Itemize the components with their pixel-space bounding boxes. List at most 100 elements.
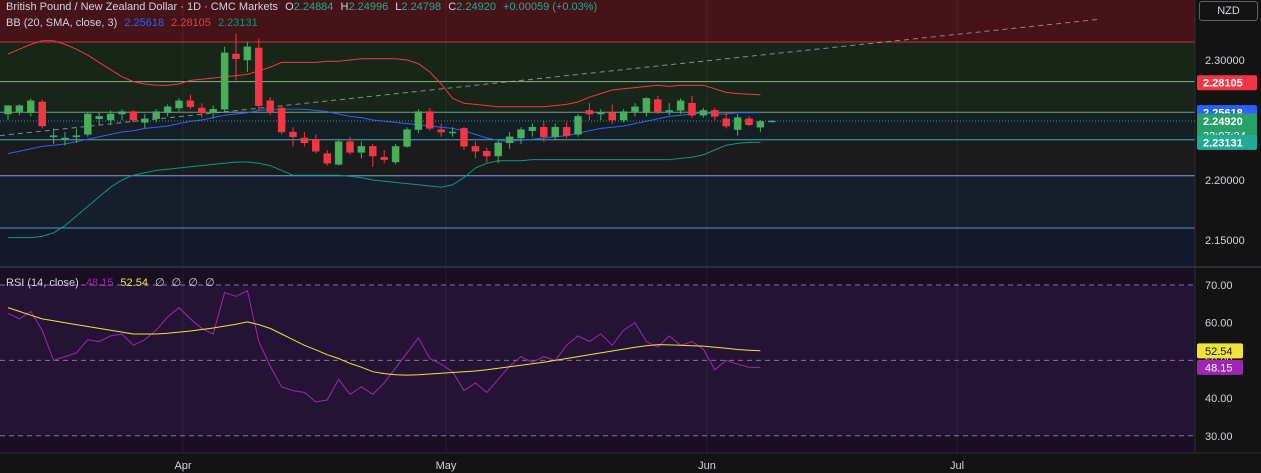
price-axis-tick-label: 2.15000 bbox=[1205, 235, 1245, 247]
close-label: C bbox=[448, 1, 457, 13]
candle-body bbox=[699, 110, 708, 116]
low-label: L bbox=[395, 1, 402, 13]
candle-body bbox=[403, 129, 411, 147]
bb-label: BB (20, SMA, close, 3) bbox=[6, 17, 118, 29]
rsi-tag-label: 52.54 bbox=[1205, 346, 1233, 358]
close-value: 2.24920 bbox=[456, 1, 496, 13]
bb-basis-value: 2.25618 bbox=[124, 17, 165, 29]
candle-body bbox=[163, 106, 172, 114]
candle-body bbox=[676, 100, 685, 111]
candle-body bbox=[688, 102, 696, 116]
candle-body bbox=[27, 100, 35, 114]
bb-legend: BB (20, SMA, close, 3) 2.25618 2.28105 2… bbox=[6, 17, 262, 29]
ohlc-low: L2.24798 bbox=[395, 1, 441, 13]
candle-body bbox=[551, 126, 559, 138]
candle-body bbox=[391, 146, 400, 163]
price-tag-label: 2.28105 bbox=[1203, 78, 1243, 90]
candle-body bbox=[494, 142, 502, 157]
candle-body bbox=[665, 110, 673, 112]
high-value: 2.24996 bbox=[348, 1, 389, 13]
price-tag-label: 2.24920 bbox=[1203, 116, 1243, 128]
candle-body bbox=[414, 111, 423, 130]
rsi-line bbox=[7, 289, 761, 403]
symbol-title: British Pound / New Zealand Dollar · 1D … bbox=[6, 1, 279, 13]
candle-body bbox=[346, 141, 354, 153]
candle-body bbox=[745, 118, 753, 126]
rsi-tag-label: 48.15 bbox=[1205, 362, 1233, 374]
rsi-extra-2: ∅ bbox=[171, 277, 182, 289]
currency-button[interactable]: NZD bbox=[1199, 1, 1258, 21]
candle-body bbox=[198, 107, 206, 114]
rsi-ma-value: 52.54 bbox=[120, 277, 148, 289]
ohlc-open: O2.24884 bbox=[285, 1, 333, 13]
candle-body bbox=[186, 100, 195, 108]
candle-body bbox=[471, 146, 480, 152]
candle-body bbox=[141, 118, 149, 123]
candle-body bbox=[84, 113, 92, 135]
candle-body bbox=[574, 116, 582, 135]
candle-body bbox=[540, 126, 548, 138]
candle-body bbox=[152, 111, 160, 120]
candle-body bbox=[654, 99, 662, 112]
price-axis-tick-label: 2.20000 bbox=[1205, 175, 1245, 187]
rsi-axis-tick-label: 30.00 bbox=[1205, 431, 1233, 443]
rsi-label: RSI (14, close) bbox=[6, 277, 79, 289]
level-zone bbox=[0, 81, 1195, 113]
candle-body bbox=[460, 128, 468, 147]
open-value: 2.24884 bbox=[293, 1, 334, 13]
level-zone bbox=[0, 112, 1195, 140]
candle-body bbox=[49, 135, 58, 138]
rsi-extra-4: ∅ bbox=[204, 277, 215, 289]
candle-body bbox=[528, 126, 537, 132]
candle-body bbox=[95, 116, 103, 120]
bb-upper-line bbox=[7, 40, 761, 108]
symbol-legend: British Pound / New Zealand Dollar · 1D … bbox=[6, 1, 601, 13]
candle-body bbox=[106, 113, 115, 121]
candle-body bbox=[357, 146, 366, 153]
candle-body bbox=[220, 52, 229, 110]
high-label: H bbox=[340, 1, 349, 13]
rsi-extra-3: ∅ bbox=[188, 277, 198, 289]
candle-body bbox=[733, 117, 742, 130]
candle-body bbox=[72, 135, 81, 138]
candle-body bbox=[505, 136, 514, 144]
time-axis-tick-label: May bbox=[436, 460, 457, 472]
candle-body bbox=[437, 129, 445, 133]
level-zone bbox=[0, 228, 1195, 266]
bb-upper-value: 2.28105 bbox=[171, 17, 211, 29]
price-tag bbox=[1197, 134, 1257, 150]
level-zone bbox=[0, 175, 1195, 228]
rsi-tag bbox=[1197, 343, 1243, 359]
candle-body bbox=[243, 46, 252, 61]
candle-body bbox=[517, 129, 525, 139]
candle-body bbox=[209, 108, 217, 114]
candle-body bbox=[232, 53, 240, 60]
level-zone bbox=[0, 42, 1195, 82]
candle-body bbox=[483, 150, 491, 157]
price-tag bbox=[1197, 75, 1257, 91]
candle-body bbox=[448, 131, 457, 134]
rsi-extra-1: ∅ bbox=[155, 277, 165, 289]
time-axis-tick-label: Jun bbox=[698, 460, 716, 472]
rsi-axis-tick-label: 40.00 bbox=[1205, 393, 1233, 405]
candle-body bbox=[562, 126, 571, 136]
rsi-axis-tick-label: 70.00 bbox=[1205, 280, 1233, 292]
candle-body bbox=[15, 105, 24, 112]
candle-body bbox=[277, 107, 286, 133]
candle-body bbox=[631, 106, 639, 112]
candle-body bbox=[61, 137, 69, 140]
candle-body bbox=[334, 141, 343, 165]
candle-body bbox=[380, 156, 388, 160]
candle-body bbox=[619, 111, 628, 121]
price-axis-tick-label: 2.30000 bbox=[1205, 55, 1245, 67]
level-zone bbox=[0, 139, 1195, 176]
rsi-legend: RSI (14, close) 48.15 52.54 ∅ ∅ ∅ ∅ bbox=[6, 276, 219, 289]
level-zone bbox=[0, 0, 1195, 42]
candle-body bbox=[711, 110, 719, 117]
time-axis-tick-label: Apr bbox=[174, 460, 191, 472]
candle-body bbox=[323, 153, 331, 164]
open-label: O bbox=[285, 1, 294, 13]
bb-lower-line bbox=[8, 141, 761, 239]
candle-body bbox=[642, 98, 651, 114]
